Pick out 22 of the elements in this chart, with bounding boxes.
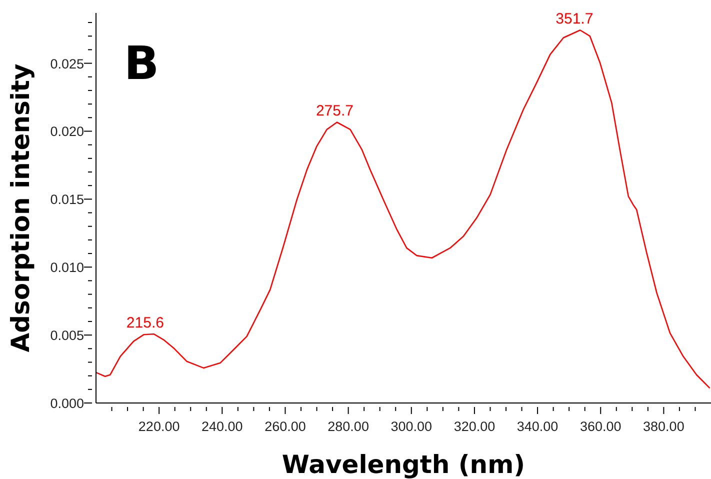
y-axis-title: Adsorption intensity (6, 64, 35, 352)
annotation: B (124, 36, 160, 90)
y-tick-label: 0.025 (50, 56, 84, 72)
x-tick-label: 260.00 (264, 419, 306, 434)
x-tick-label: 300.00 (390, 419, 432, 434)
x-tick-label: 340.00 (516, 419, 558, 434)
annotation: 275.7 (316, 102, 354, 120)
x-tick-label: 380.00 (643, 419, 684, 434)
x-tick-label: 240.00 (202, 419, 243, 434)
annotation: 351.7 (556, 10, 594, 28)
x-tick-label: 220.00 (138, 419, 180, 434)
annotation: 215.6 (126, 314, 164, 332)
y-tick-label: 0.000 (50, 396, 84, 411)
y-tick-label: 0.010 (50, 260, 84, 276)
y-tick-label: 0.015 (50, 192, 84, 208)
y-tick-label: 0.005 (50, 328, 84, 344)
x-tick-label: 320.00 (454, 419, 496, 434)
y-tick-label: 0.020 (50, 124, 84, 140)
x-axis-title: Wavelength (nm) (282, 450, 526, 479)
x-tick-label: 280.00 (328, 419, 369, 434)
x-tick-label: 360.00 (580, 419, 622, 434)
line-series (96, 29, 710, 389)
